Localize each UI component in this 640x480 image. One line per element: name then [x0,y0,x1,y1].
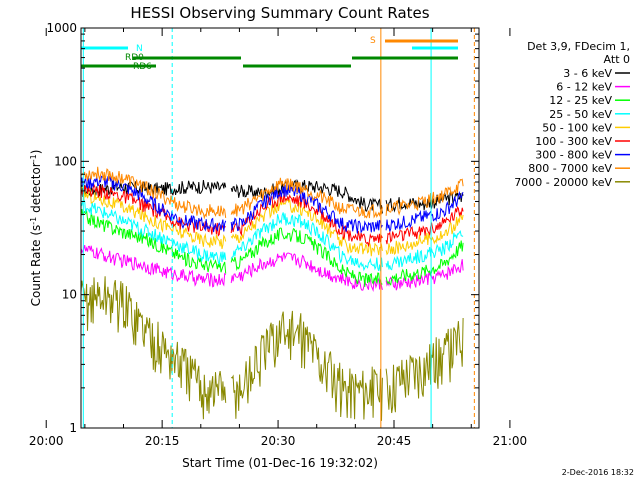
series-line-2 [80,209,464,287]
y-axis-label-sup1: -1 [29,217,38,225]
legend-label: 6 - 12 keV [556,81,612,94]
y-tick-label: 100 [54,154,77,168]
legend-header-line2: Att 0 [604,53,630,66]
legend-label: 25 - 50 keV [549,108,612,121]
x-axis-label: Start Time (01-Dec-16 19:32:02) [182,456,378,470]
flag-label-s: S [370,36,376,46]
footer-timestamp: 2-Dec-2016 18:32 [562,468,634,477]
series-line-7 [81,166,464,220]
y-tick-label: 10 [62,288,77,302]
series-line-6 [80,175,464,234]
y-tick-label: 1000 [46,21,77,35]
flag-label-rd0: RD0 [125,53,144,63]
x-tick-label: 20:00 [29,434,64,448]
y-axis-label: Count Rate (s-1 detector-1) [29,150,44,307]
y-axis-label-prefix: Count Rate (s [29,225,43,307]
legend-header-line1: Det 3,9, FDecim 1, [527,40,630,53]
legend-label: 3 - 6 keV [563,67,612,80]
legend-label: 800 - 7000 keV [528,162,612,175]
plot-frame [80,27,480,429]
y-tick-label: 1 [69,421,77,435]
legend-label: 100 - 300 keV [535,135,612,148]
x-tick-label: 21:00 [493,434,528,448]
x-tick-label: 20:15 [145,434,180,448]
x-tick-label: 20:30 [261,434,296,448]
series-layer [80,166,464,421]
x-tick-label: 20:45 [377,434,412,448]
series-line-8 [80,276,464,421]
chart-title: HESSI Observing Summary Count Rates [130,4,429,22]
series-line-1 [80,244,464,293]
y-axis: 1 10 100 1000 [46,21,479,435]
flag-label-rd6: RD6 [133,62,152,72]
y-axis-label-suffix: ) [29,150,43,155]
legend-label: 300 - 800 keV [535,149,612,162]
y-axis-label-sup2: -1 [29,154,38,162]
legend-label: 50 - 100 keV [542,121,612,134]
series-line-3 [80,198,464,272]
legend-label: 7000 - 20000 keV [514,176,612,189]
y-axis-label-mid: detector [29,162,43,217]
flag-label-n: N [136,44,143,54]
legend-label: 12 - 25 keV [549,94,612,107]
